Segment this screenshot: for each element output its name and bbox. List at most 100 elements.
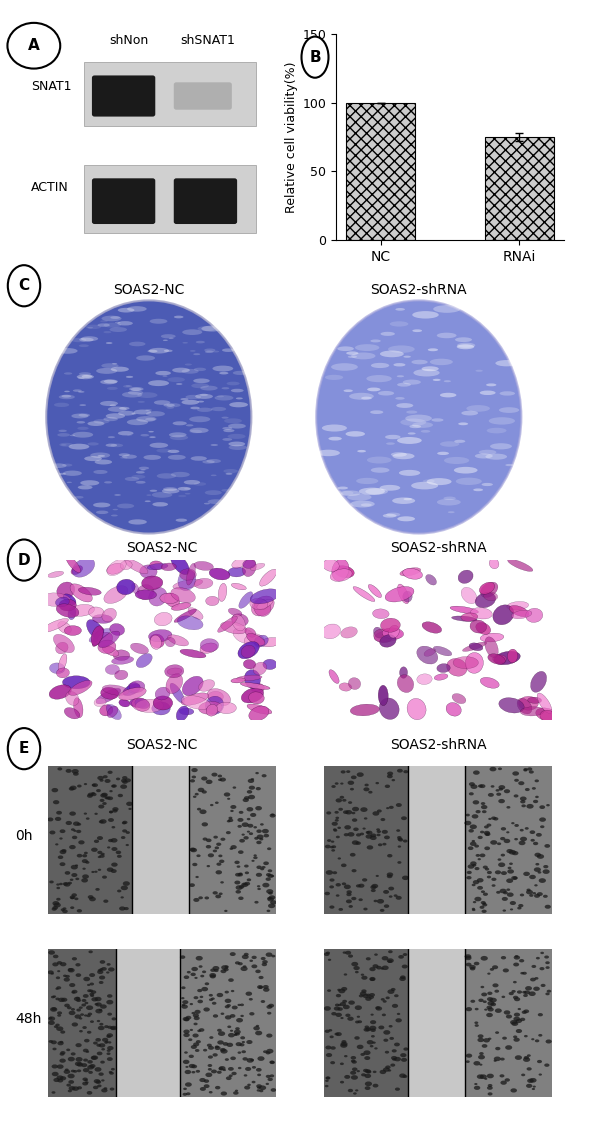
Ellipse shape <box>149 561 163 569</box>
Circle shape <box>533 1086 536 1088</box>
Ellipse shape <box>332 559 349 581</box>
Circle shape <box>89 983 94 985</box>
Circle shape <box>199 896 203 900</box>
Circle shape <box>51 996 55 998</box>
Circle shape <box>534 894 540 898</box>
Circle shape <box>76 1008 81 1012</box>
Ellipse shape <box>212 366 233 371</box>
Circle shape <box>349 905 353 908</box>
Circle shape <box>52 1007 56 1010</box>
Circle shape <box>498 767 502 770</box>
Ellipse shape <box>228 567 246 577</box>
Ellipse shape <box>437 664 450 672</box>
Circle shape <box>340 1063 344 1065</box>
Circle shape <box>263 833 269 838</box>
Ellipse shape <box>431 418 443 422</box>
Ellipse shape <box>329 670 339 684</box>
Ellipse shape <box>47 572 64 577</box>
Circle shape <box>236 885 243 890</box>
Ellipse shape <box>58 622 71 633</box>
Circle shape <box>242 1041 245 1044</box>
Circle shape <box>353 966 360 970</box>
Circle shape <box>326 1077 330 1079</box>
Circle shape <box>200 996 203 998</box>
Circle shape <box>267 1012 271 1015</box>
Text: C: C <box>19 278 29 294</box>
Circle shape <box>95 1038 101 1041</box>
Circle shape <box>376 829 380 831</box>
Ellipse shape <box>205 696 224 714</box>
Circle shape <box>370 885 376 889</box>
Ellipse shape <box>110 327 127 331</box>
Ellipse shape <box>367 375 392 382</box>
Circle shape <box>534 885 538 887</box>
Ellipse shape <box>185 363 192 366</box>
Circle shape <box>73 1070 77 1073</box>
Circle shape <box>238 1004 241 1006</box>
Ellipse shape <box>82 375 92 378</box>
Circle shape <box>502 897 508 901</box>
Circle shape <box>88 951 93 953</box>
Ellipse shape <box>425 575 436 585</box>
Ellipse shape <box>68 443 89 449</box>
Ellipse shape <box>400 666 407 678</box>
Ellipse shape <box>228 608 242 616</box>
Circle shape <box>253 854 257 856</box>
Circle shape <box>369 993 375 997</box>
Circle shape <box>347 832 355 837</box>
Ellipse shape <box>50 463 67 467</box>
Ellipse shape <box>129 342 145 346</box>
Circle shape <box>82 874 89 879</box>
Circle shape <box>487 992 493 996</box>
Ellipse shape <box>54 402 69 407</box>
Circle shape <box>473 901 476 903</box>
Ellipse shape <box>89 607 104 618</box>
Ellipse shape <box>232 614 248 626</box>
Circle shape <box>250 1058 254 1061</box>
Circle shape <box>507 870 514 873</box>
Circle shape <box>244 1074 247 1077</box>
Ellipse shape <box>157 473 176 479</box>
Ellipse shape <box>176 519 187 522</box>
Circle shape <box>59 838 62 840</box>
Ellipse shape <box>114 494 121 496</box>
Circle shape <box>55 844 58 846</box>
Ellipse shape <box>136 471 145 473</box>
Circle shape <box>530 830 535 834</box>
Ellipse shape <box>102 608 116 622</box>
Ellipse shape <box>385 586 414 602</box>
Circle shape <box>205 896 209 900</box>
Circle shape <box>98 969 102 972</box>
Ellipse shape <box>119 687 146 701</box>
Circle shape <box>257 985 263 989</box>
Circle shape <box>477 1074 484 1079</box>
Circle shape <box>71 1070 75 1072</box>
Circle shape <box>340 1044 347 1048</box>
Ellipse shape <box>194 578 213 589</box>
Circle shape <box>352 812 355 814</box>
Circle shape <box>107 1033 113 1038</box>
Ellipse shape <box>101 363 119 368</box>
Circle shape <box>224 991 229 993</box>
Circle shape <box>107 868 113 872</box>
Circle shape <box>193 1033 199 1038</box>
Circle shape <box>503 892 508 894</box>
Circle shape <box>399 1073 406 1078</box>
Circle shape <box>516 1029 522 1033</box>
Circle shape <box>338 989 346 993</box>
Ellipse shape <box>518 696 538 710</box>
Circle shape <box>239 839 245 842</box>
Circle shape <box>511 990 516 993</box>
Circle shape <box>91 793 97 797</box>
Ellipse shape <box>127 306 146 312</box>
Circle shape <box>472 908 475 910</box>
Circle shape <box>219 860 224 863</box>
Circle shape <box>479 854 485 857</box>
Circle shape <box>487 1073 494 1078</box>
Circle shape <box>474 845 479 848</box>
Circle shape <box>57 1012 62 1015</box>
Circle shape <box>79 1017 82 1020</box>
Ellipse shape <box>427 478 452 485</box>
Ellipse shape <box>221 489 231 491</box>
Circle shape <box>206 865 210 868</box>
